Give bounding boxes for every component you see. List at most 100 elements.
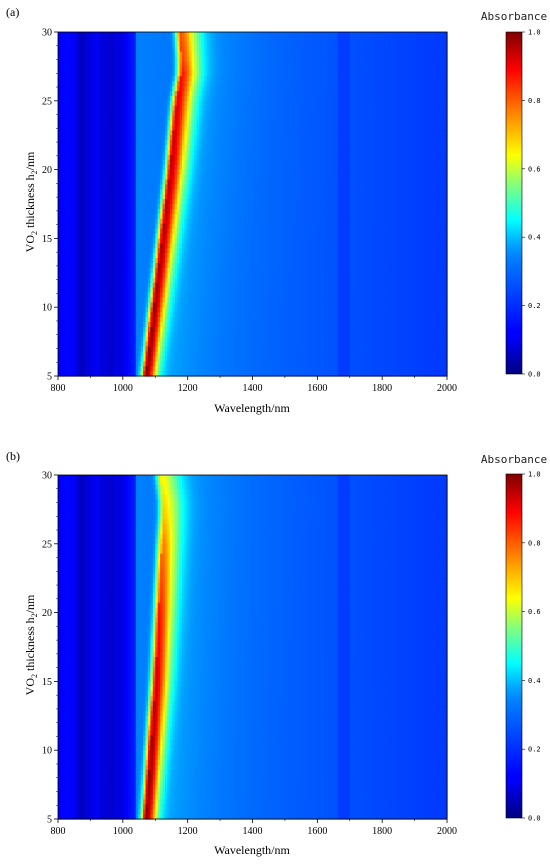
heatmap-cell <box>174 120 178 126</box>
heatmap-cell <box>337 41 341 48</box>
heatmap-cell <box>70 32 74 38</box>
heatmap-cell <box>143 81 147 87</box>
heatmap-cell <box>111 56 115 63</box>
heatmap-cell <box>233 135 237 141</box>
heatmap-cell <box>72 41 76 48</box>
heatmap-cell <box>267 81 271 87</box>
heatmap-cell <box>58 120 62 126</box>
heatmap-cell <box>109 81 113 87</box>
heatmap-cell <box>138 56 142 63</box>
heatmap-cell <box>94 115 98 122</box>
heatmap-cell <box>143 46 147 53</box>
heatmap-cell <box>203 110 207 117</box>
heatmap-cell <box>437 125 441 131</box>
heatmap-cell <box>167 115 171 122</box>
heatmap-cell <box>60 100 64 107</box>
heatmap-cell <box>82 120 86 126</box>
heatmap-cell <box>308 51 312 58</box>
heatmap-cell <box>130 130 134 136</box>
heatmap-cell <box>99 71 103 77</box>
heatmap-cell <box>315 32 319 38</box>
heatmap-cell <box>337 46 341 53</box>
heatmap-cell <box>383 46 387 53</box>
heatmap-cell <box>237 51 241 58</box>
heatmap-cell <box>257 125 261 131</box>
heatmap-cell <box>386 110 390 117</box>
heatmap-cell <box>400 125 404 131</box>
heatmap-cell <box>104 110 108 117</box>
heatmap-cell <box>342 46 346 53</box>
heatmap-cell <box>271 51 275 58</box>
heatmap-cell <box>254 56 258 63</box>
heatmap-cell <box>128 135 132 141</box>
heatmap-cell <box>257 120 261 126</box>
heatmap-cell <box>257 105 261 112</box>
heatmap-cell <box>442 32 446 38</box>
heatmap-cell <box>291 36 295 43</box>
heatmap-cell <box>439 71 443 77</box>
heatmap-cell <box>284 41 288 48</box>
heatmap-cell <box>276 32 280 38</box>
heatmap-cell <box>157 66 161 72</box>
heatmap-cell <box>422 90 426 97</box>
heatmap-cell <box>201 100 205 107</box>
heatmap-cell <box>116 81 120 87</box>
heatmap-cell <box>349 105 353 112</box>
heatmap-cell <box>400 36 404 43</box>
heatmap-cell <box>206 120 210 126</box>
heatmap-cell <box>94 46 98 53</box>
heatmap-cell <box>72 61 76 67</box>
heatmap-cell <box>84 135 88 141</box>
heatmap-cell <box>262 32 266 38</box>
heatmap-cell <box>342 86 346 92</box>
heatmap-cell <box>305 56 310 63</box>
heatmap-cell <box>70 36 74 43</box>
heatmap-cell <box>432 115 436 122</box>
heatmap-cell <box>293 71 297 77</box>
heatmap-cell <box>101 41 105 48</box>
heatmap-cell <box>291 51 295 58</box>
heatmap-cell <box>405 51 409 58</box>
heatmap-cell <box>109 32 113 38</box>
heatmap-cell <box>327 86 331 92</box>
heatmap-cell <box>439 61 443 67</box>
heatmap-cell <box>143 100 147 107</box>
heatmap-cell <box>398 120 402 126</box>
heatmap-cell <box>323 110 327 117</box>
heatmap-cell <box>147 61 151 67</box>
heatmap-cell <box>347 66 351 72</box>
heatmap-cell <box>391 51 395 58</box>
heatmap-cell <box>439 95 443 102</box>
heatmap-cell <box>366 56 370 63</box>
heatmap-cell <box>133 100 137 107</box>
heatmap-cell <box>315 90 319 97</box>
heatmap-cell <box>354 110 358 117</box>
heatmap-cell <box>123 36 127 43</box>
heatmap-cell <box>298 86 302 92</box>
heatmap-cell <box>366 61 370 67</box>
heatmap-cell <box>111 81 115 87</box>
heatmap-cell <box>230 76 234 82</box>
heatmap-cell <box>286 105 290 112</box>
heatmap-cell <box>359 120 363 126</box>
heatmap-cell <box>123 51 127 58</box>
heatmap-cell <box>186 86 190 92</box>
heatmap-cell <box>99 100 103 107</box>
heatmap-cell <box>315 120 319 126</box>
heatmap-cell <box>296 120 300 126</box>
heatmap-cell <box>354 115 358 122</box>
heatmap-cell <box>395 56 399 63</box>
heatmap-cell <box>99 51 103 58</box>
heatmap-cell <box>398 51 402 58</box>
heatmap-cell <box>150 90 154 97</box>
heatmap-cell <box>269 100 273 107</box>
heatmap-cell <box>303 46 307 53</box>
heatmap-cell <box>177 51 181 58</box>
heatmap-cell <box>347 56 351 63</box>
heatmap-cell <box>408 105 412 112</box>
heatmap-cell <box>230 51 234 58</box>
heatmap-cell <box>391 61 395 67</box>
heatmap-cell <box>415 110 419 117</box>
heatmap-cell <box>286 130 290 136</box>
heatmap-cell <box>128 105 132 112</box>
